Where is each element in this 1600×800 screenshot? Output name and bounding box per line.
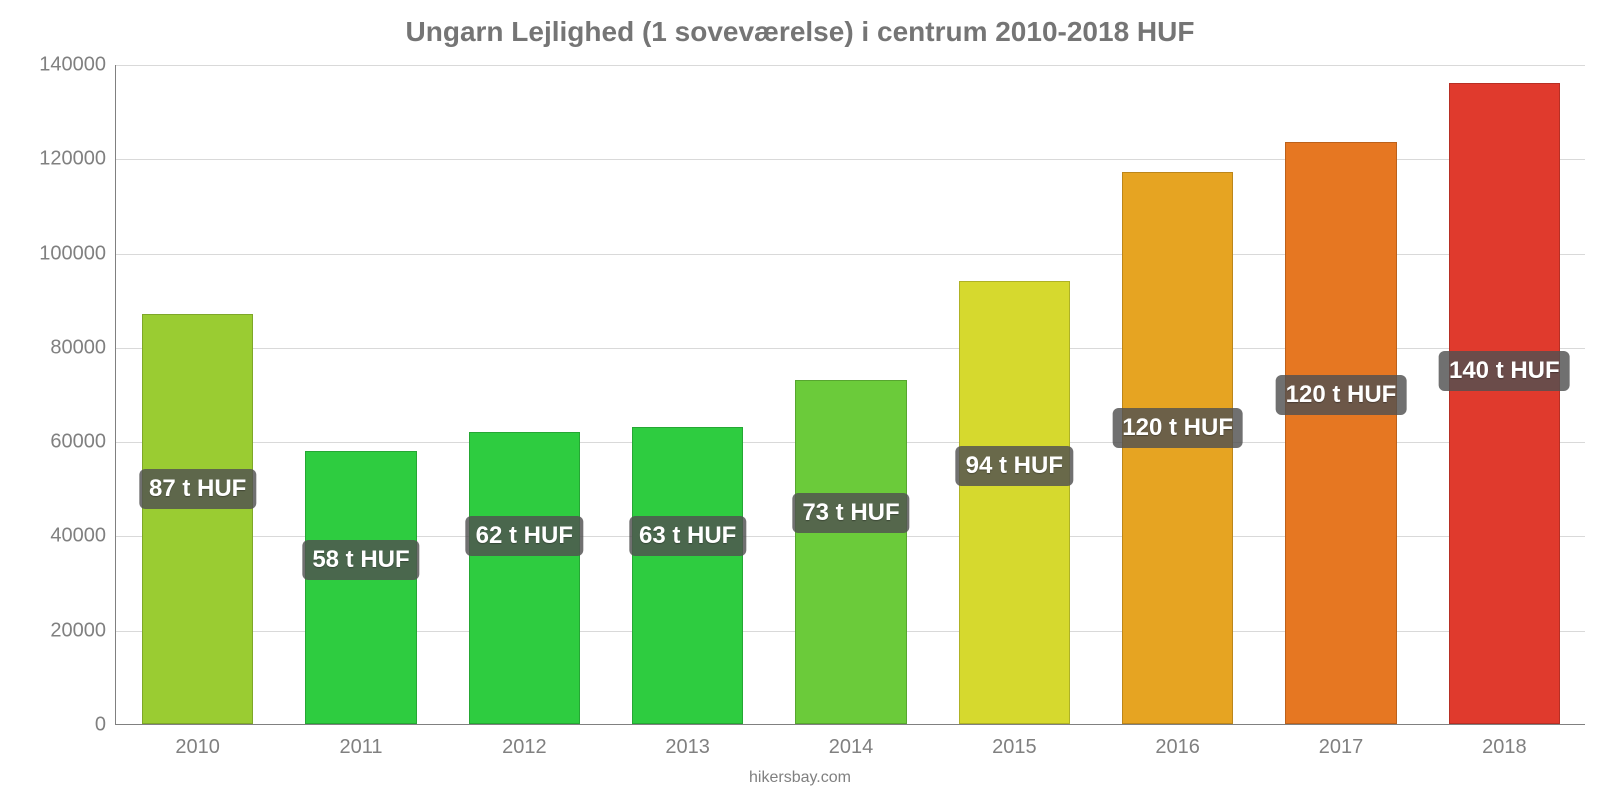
x-tick-label: 2010 bbox=[175, 724, 220, 759]
data-label: 87 t HUF bbox=[139, 469, 256, 509]
grid-line bbox=[116, 65, 1585, 66]
data-label: 58 t HUF bbox=[302, 540, 419, 580]
y-tick-label: 20000 bbox=[50, 619, 116, 642]
bar bbox=[632, 427, 743, 724]
bar bbox=[469, 432, 580, 724]
bar bbox=[795, 380, 906, 724]
x-tick-label: 2014 bbox=[829, 724, 874, 759]
data-label: 73 t HUF bbox=[792, 493, 909, 533]
y-tick-label: 60000 bbox=[50, 431, 116, 454]
data-label: 120 t HUF bbox=[1276, 375, 1407, 415]
x-tick-label: 2018 bbox=[1482, 724, 1527, 759]
x-tick-label: 2017 bbox=[1319, 724, 1364, 759]
data-label: 140 t HUF bbox=[1439, 351, 1570, 391]
bar bbox=[959, 281, 1070, 724]
y-tick-label: 40000 bbox=[50, 525, 116, 548]
attribution-text: hikersbay.com bbox=[749, 769, 851, 787]
data-label: 62 t HUF bbox=[466, 516, 583, 556]
y-tick-label: 0 bbox=[95, 714, 116, 737]
y-tick-label: 140000 bbox=[39, 54, 116, 77]
bar bbox=[1285, 142, 1396, 724]
y-tick-label: 100000 bbox=[39, 242, 116, 265]
bar-chart: Ungarn Lejlighed (1 soveværelse) i centr… bbox=[0, 0, 1600, 800]
x-tick-label: 2016 bbox=[1155, 724, 1200, 759]
y-tick-label: 80000 bbox=[50, 336, 116, 359]
chart-title: Ungarn Lejlighed (1 soveværelse) i centr… bbox=[0, 0, 1600, 48]
bar bbox=[142, 314, 253, 724]
bar bbox=[1122, 172, 1233, 724]
x-tick-label: 2013 bbox=[665, 724, 710, 759]
bar bbox=[1449, 83, 1560, 724]
data-label: 63 t HUF bbox=[629, 516, 746, 556]
x-tick-label: 2012 bbox=[502, 724, 547, 759]
x-tick-label: 2015 bbox=[992, 724, 1037, 759]
plot-area: 0200004000060000800001000001200001400002… bbox=[115, 65, 1585, 725]
y-tick-label: 120000 bbox=[39, 148, 116, 171]
bar bbox=[305, 451, 416, 724]
x-tick-label: 2011 bbox=[339, 724, 382, 759]
data-label: 94 t HUF bbox=[956, 446, 1073, 486]
data-label: 120 t HUF bbox=[1112, 408, 1243, 448]
